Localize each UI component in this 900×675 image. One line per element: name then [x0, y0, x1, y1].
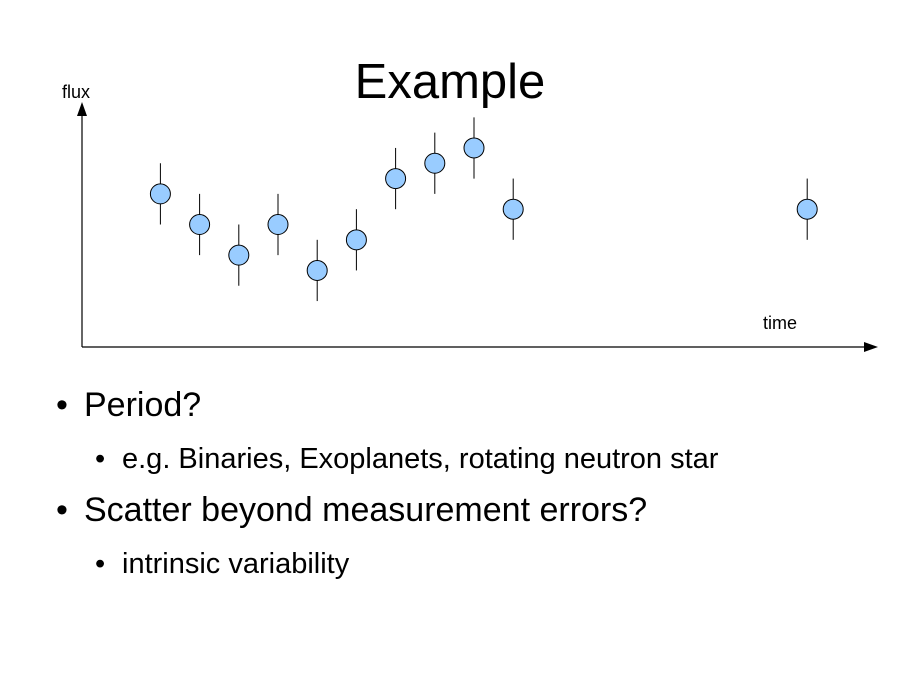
slide-title: Example	[354, 55, 546, 109]
data-point	[267, 214, 289, 235]
data-point	[228, 244, 250, 266]
data-point	[189, 214, 211, 235]
y-axis-label: flux	[62, 82, 90, 102]
data-point	[306, 259, 328, 281]
y-axis-arrow	[77, 102, 87, 116]
data-point	[424, 152, 446, 174]
data-point	[463, 137, 485, 159]
x-axis-label: time	[763, 313, 797, 333]
data-points	[149, 117, 818, 302]
data-point	[345, 229, 367, 251]
data-point	[149, 183, 171, 205]
data-point	[502, 198, 524, 220]
data-point	[796, 198, 818, 220]
chart-axes: flux time	[62, 82, 878, 352]
data-point	[385, 168, 407, 190]
x-axis-arrow	[864, 342, 878, 352]
